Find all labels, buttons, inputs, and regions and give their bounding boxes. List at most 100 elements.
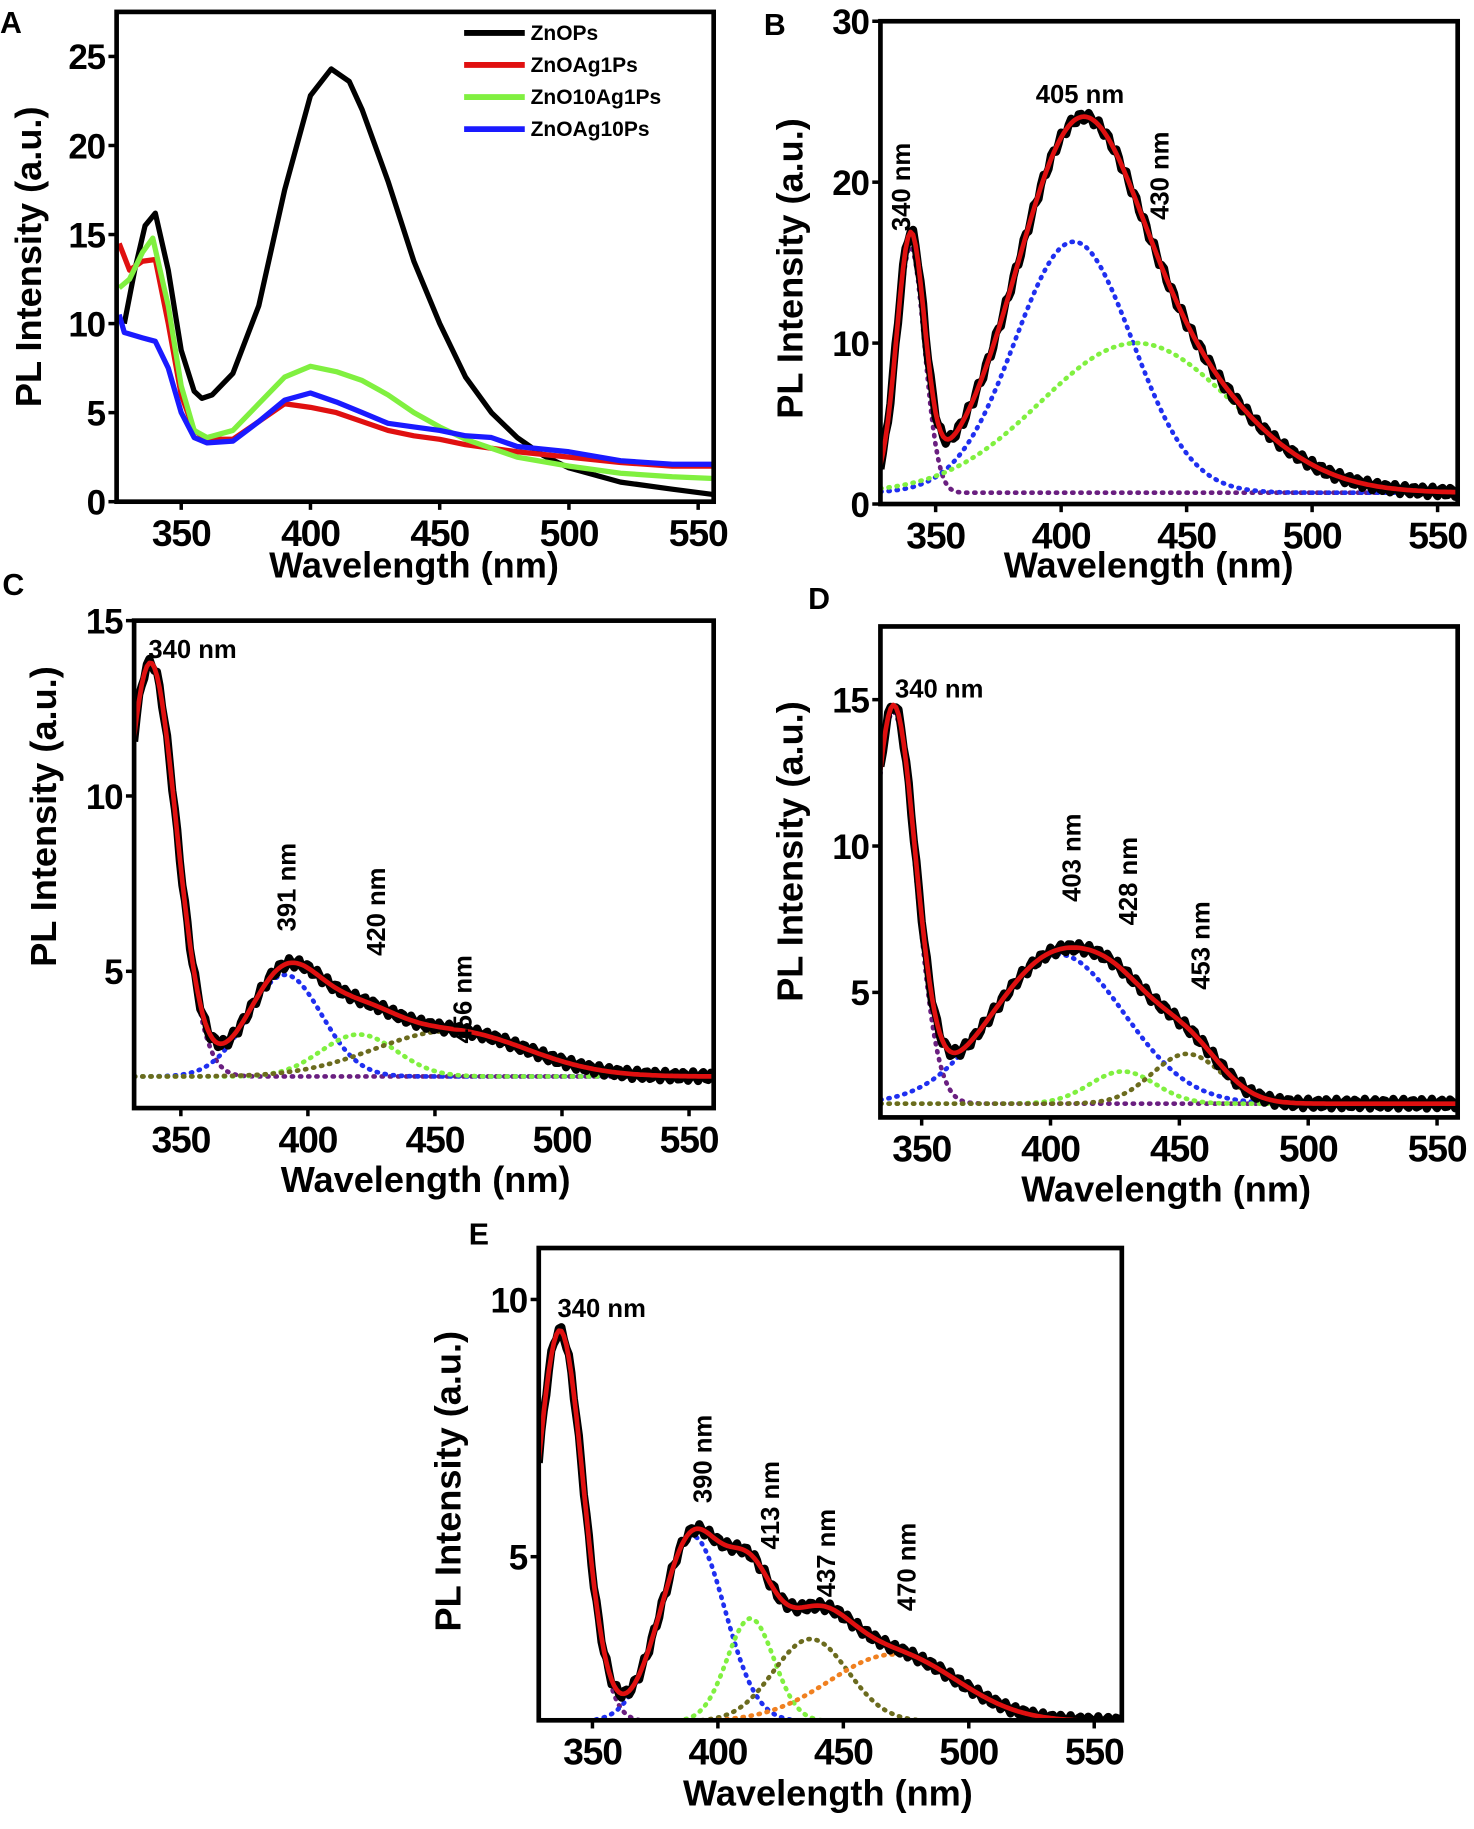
x-tick-label: 400: [1021, 1128, 1080, 1170]
y-axis-title: PL Intensity (a.u.): [428, 1331, 469, 1632]
y-tick-label: 10: [491, 1281, 528, 1320]
x-tick-label: 500: [540, 512, 599, 554]
x-axis-title: Wavelength (nm): [1021, 1168, 1311, 1209]
panel-letter: C: [2, 569, 24, 602]
x-tick-label: 350: [563, 1731, 622, 1773]
fit-component-403nm: [880, 952, 1458, 1106]
y-tick-label: 15: [86, 602, 123, 641]
fit-component-340nm: [880, 242, 1458, 496]
x-tick-label: 550: [1408, 514, 1467, 556]
peak-annotation: 390 nm: [689, 1415, 717, 1503]
panel-e: E 350 400 450 500 550 5 10 Wavelength (nm) PL Int…: [428, 1219, 1126, 1814]
y-axis-title: PL Intensity (a.u.): [769, 118, 810, 419]
y-tick-label: 10: [832, 828, 869, 867]
panel-letter: B: [764, 9, 786, 42]
y-tick-label: 0: [87, 484, 106, 523]
peak-annotation: 340 nm: [558, 1295, 646, 1323]
panel-b: B 350 400 450 500 550 0 10 20 30 Wavelength (nm) PL…: [764, 3, 1469, 585]
y-tick-label: 15: [832, 681, 869, 720]
legend-label: ZnOAg10Ps: [531, 118, 650, 141]
x-tick-label: 550: [669, 512, 728, 554]
panel-c: C 350 400 450 500 550 5 10 15 Wavelength (nm) PL I…: [2, 569, 720, 1200]
x-tick-label: 350: [152, 512, 211, 554]
peak-annotation: 430 nm: [1146, 132, 1174, 220]
peak-annotation: 428 nm: [1115, 837, 1143, 925]
x-tick-label: 350: [892, 1128, 951, 1170]
peak-annotation: 437 nm: [813, 1509, 841, 1597]
y-axis-title: PL Intensity (a.u.): [23, 666, 64, 967]
axes-frame: [114, 9, 717, 505]
panel-letter: E: [469, 1219, 489, 1252]
fit-component-456nm: [134, 1028, 714, 1079]
plot-area: [134, 654, 714, 1086]
plot-area: [880, 702, 1458, 1113]
axes-frame: [878, 624, 1461, 1120]
x-tick-label: 350: [151, 1118, 210, 1160]
fit-component-413nm: [538, 1616, 1122, 1721]
x-tick-label: 450: [814, 1731, 873, 1773]
y-tick-label: 5: [87, 394, 106, 433]
y-tick-label: 5: [509, 1539, 528, 1578]
peak-annotation: 453 nm: [1187, 901, 1215, 989]
series-line-znoag10ps: [116, 313, 714, 467]
legend-label: ZnOAg1Ps: [531, 54, 638, 77]
panel-letter: D: [808, 583, 830, 616]
y-tick-label: 0: [850, 486, 869, 525]
cumulative-fit-line: [880, 702, 1458, 1106]
peak-annotation: 340 nm: [148, 636, 236, 664]
y-tick-label: 10: [832, 325, 869, 364]
y-tick-label: 5: [104, 953, 123, 992]
axes-frame: [536, 1245, 1125, 1723]
x-tick-label: 400: [279, 1118, 338, 1160]
x-tick-label: 500: [939, 1731, 998, 1773]
peak-annotation: 340 nm: [888, 143, 916, 231]
peak-annotation: 420 nm: [363, 868, 391, 956]
y-tick-label: 15: [68, 216, 105, 255]
y-tick-label: 5: [850, 974, 869, 1013]
x-tick-label: 500: [1283, 514, 1342, 556]
x-tick-label: 400: [1032, 514, 1091, 556]
cumulative-fit-line: [538, 1328, 1121, 1721]
x-tick-label: 550: [660, 1118, 719, 1160]
fit-component-405nm: [880, 239, 1458, 496]
legend-label: ZnOPs: [531, 22, 599, 45]
x-axis-title: Wavelength (nm): [683, 1772, 973, 1813]
x-tick-label: 500: [533, 1118, 592, 1160]
y-tick-label: 25: [68, 38, 105, 77]
y-tick-label: 30: [832, 3, 869, 42]
panel-letter: A: [0, 7, 22, 40]
fit-component-437nm: [538, 1636, 1122, 1721]
y-axis-title: PL Intensity (a.u.): [769, 701, 810, 1002]
y-tick-label: 20: [832, 164, 869, 203]
peak-annotation: 403 nm: [1058, 814, 1086, 902]
axes-frame: [131, 618, 717, 1111]
peak-annotation: 405 nm: [1036, 81, 1124, 109]
x-tick-label: 450: [1157, 514, 1216, 556]
legend-label: ZnO10Ag1Ps: [531, 86, 662, 109]
x-tick-label: 500: [1279, 1128, 1338, 1170]
x-tick-label: 400: [689, 1731, 748, 1773]
x-tick-label: 450: [406, 1118, 465, 1160]
y-tick-label: 10: [68, 305, 105, 344]
series-line-znoag1ps: [116, 242, 714, 469]
x-axis-title: Wavelength (nm): [1004, 544, 1294, 585]
axes-frame: [878, 18, 1461, 507]
plot-area: [880, 108, 1458, 501]
peak-annotation: 456 nm: [449, 955, 477, 1043]
peak-annotation: 470 nm: [893, 1523, 921, 1611]
x-tick-label: 400: [281, 512, 340, 554]
series-line-zno10ag1ps: [117, 235, 714, 482]
x-axis-title: Wavelength (nm): [269, 544, 559, 585]
x-tick-label: 450: [1150, 1128, 1209, 1170]
measured-spectrum-line: [134, 654, 714, 1086]
x-tick-label: 550: [1408, 1128, 1467, 1170]
plot-area: [116, 66, 714, 498]
cumulative-fit-line: [134, 660, 714, 1079]
y-tick-label: 10: [86, 778, 123, 817]
panel-d: D 350 400 450 500 550 5 10 15 Wavelength (nm) PL I…: [769, 583, 1468, 1209]
y-axis-title: PL Intensity (a.u.): [8, 107, 49, 408]
x-tick-label: 350: [906, 514, 965, 556]
cumulative-fit-line: [880, 114, 1458, 495]
x-tick-label: 450: [410, 512, 469, 554]
